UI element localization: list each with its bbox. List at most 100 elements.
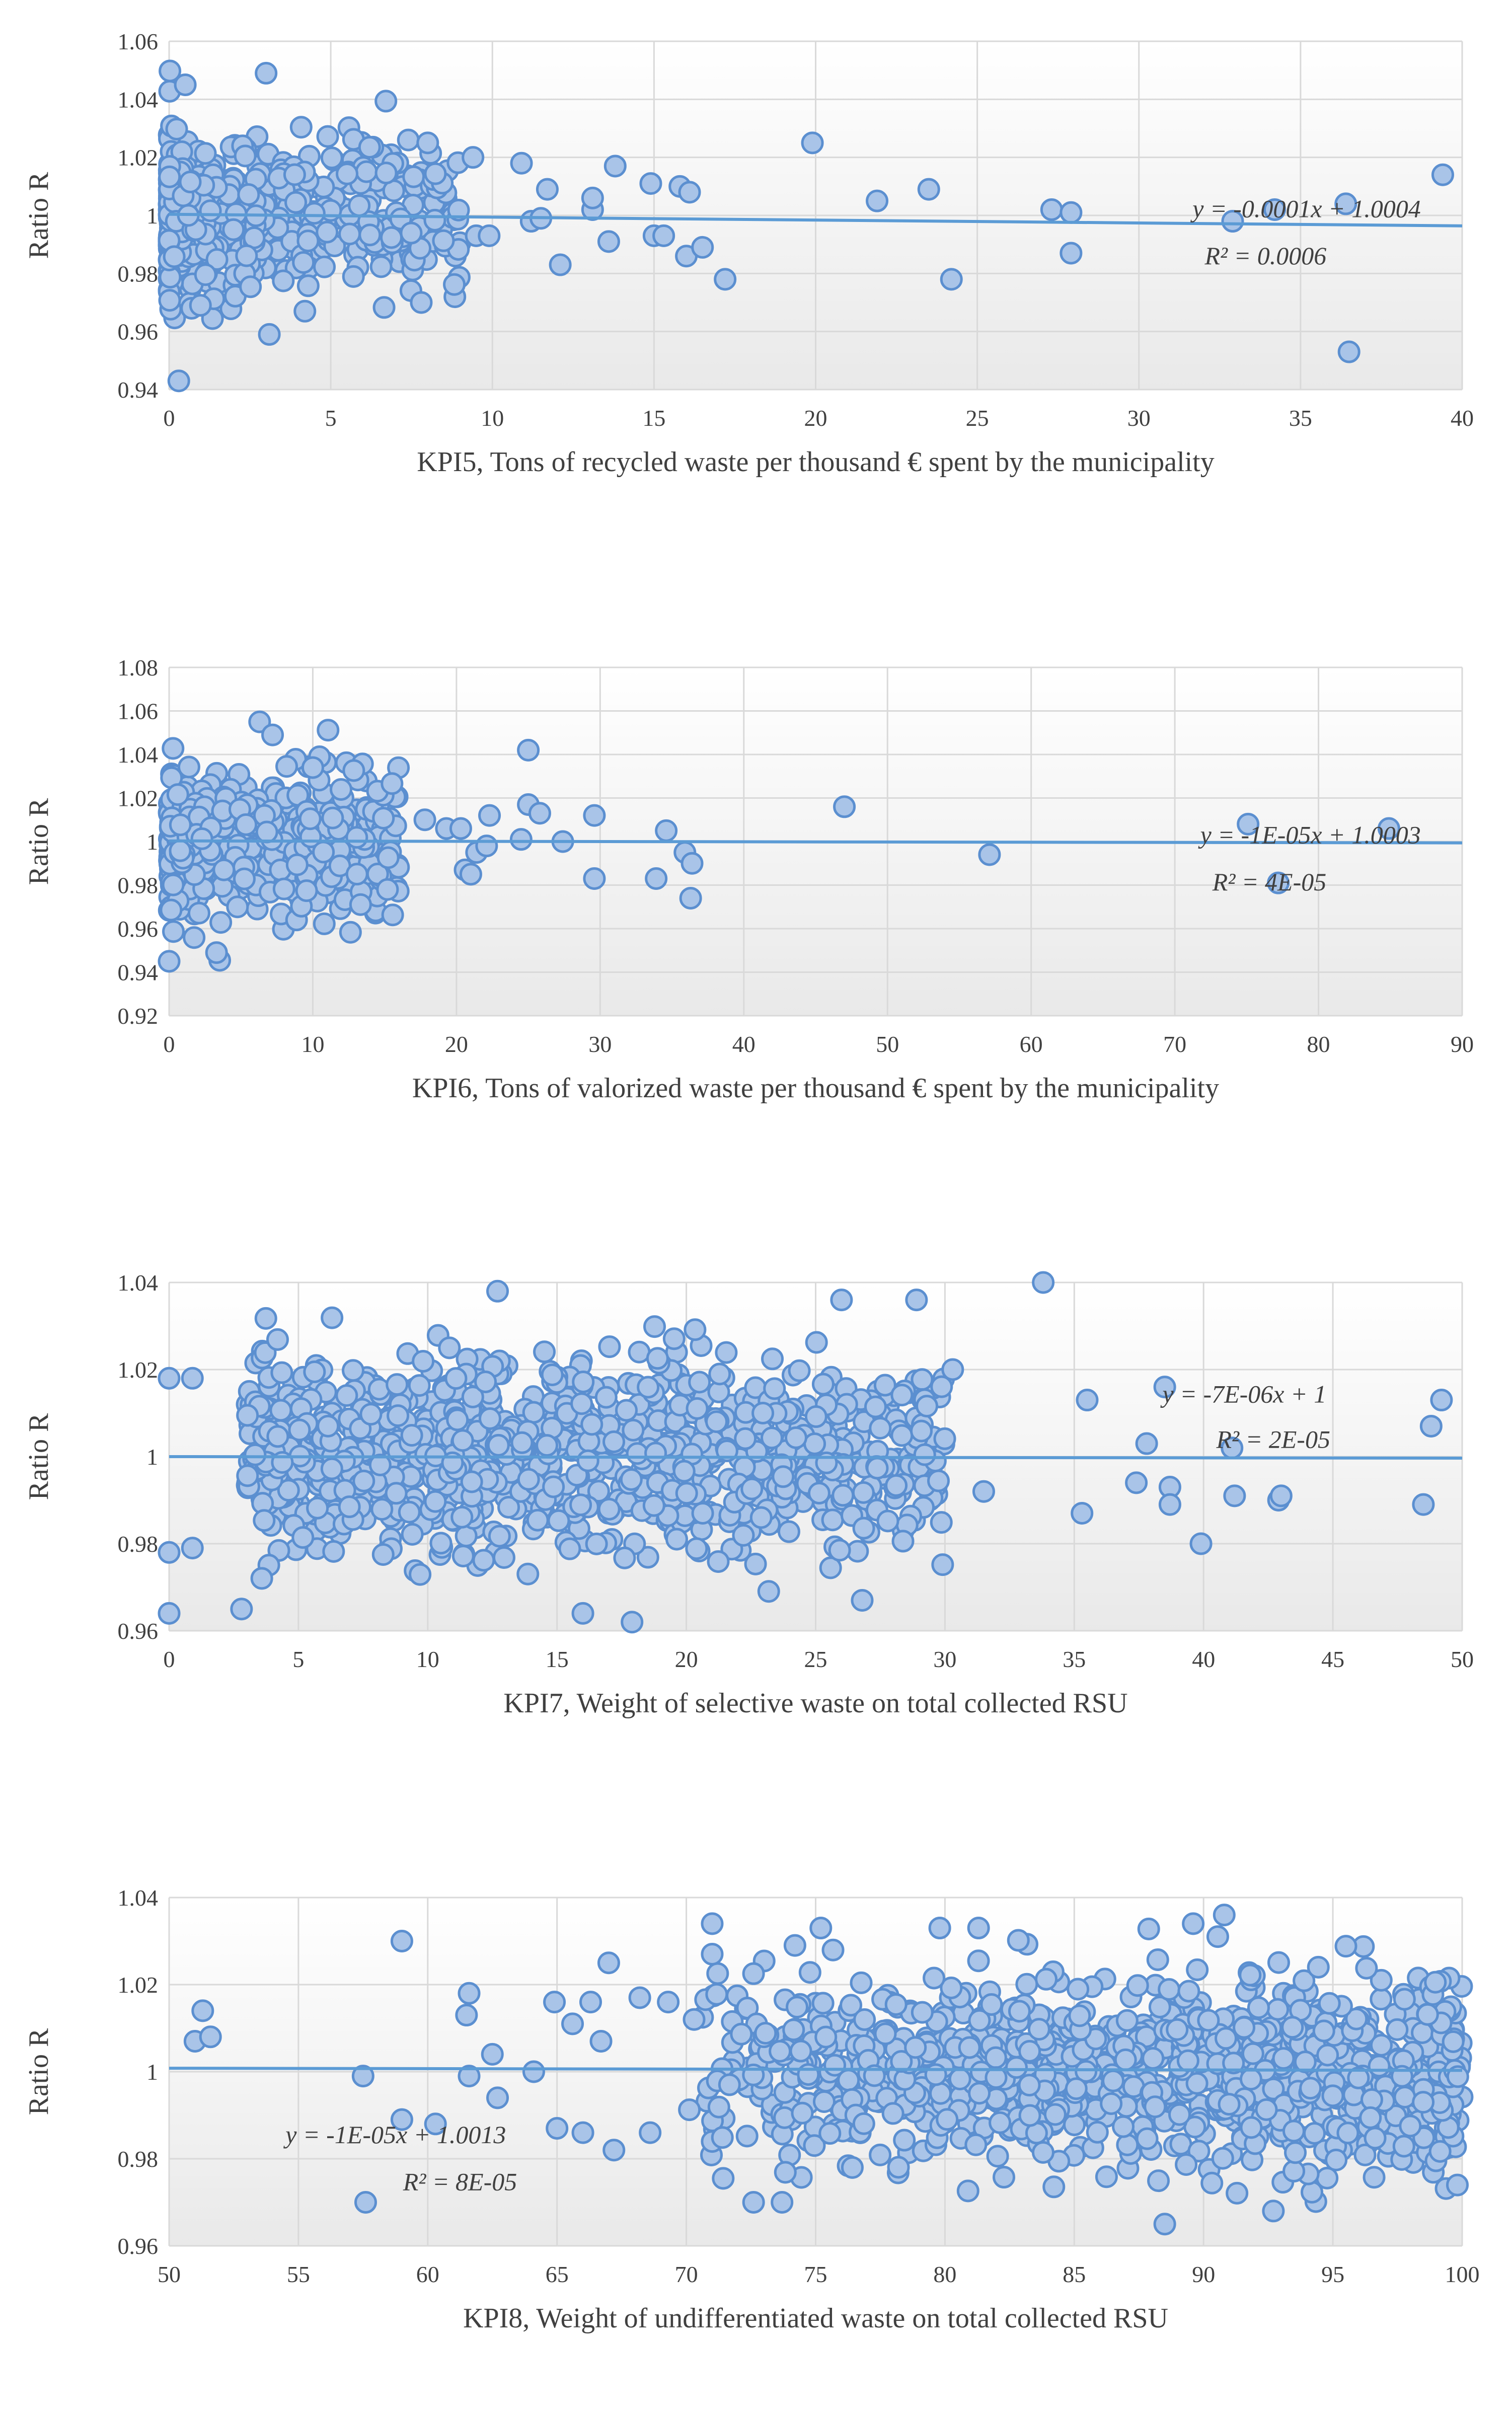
- trendline-equation: y = -1E-05x + 1.0013: [283, 2121, 506, 2149]
- data-point: [705, 1983, 728, 2006]
- data-point: [450, 1505, 474, 1529]
- y-tick-label: 1.02: [118, 1357, 159, 1383]
- x-tick-label: 65: [546, 2261, 569, 2287]
- data-point: [338, 222, 361, 246]
- data-point: [815, 1451, 838, 1474]
- data-point: [158, 289, 181, 312]
- data-point: [162, 737, 185, 760]
- data-point: [1067, 1978, 1090, 2001]
- x-axis-title: KPI6, Tons of valorized waste per thousa…: [412, 1073, 1219, 1104]
- x-tick-label: 5: [292, 1646, 304, 1672]
- data-point: [387, 1404, 410, 1427]
- data-point: [885, 1474, 908, 1497]
- data-point: [522, 2060, 545, 2083]
- x-tick-label: 10: [301, 1031, 324, 1057]
- chart-kpi5: 0 5 10 15 20 25 30 35 40 0.94 0.96 0.98 1 1.02 1.04 1.…: [23, 29, 1474, 478]
- data-point: [735, 2125, 759, 2148]
- data-point: [769, 2039, 792, 2063]
- x-tick-label: 10: [481, 405, 504, 431]
- data-point: [1316, 2044, 1339, 2067]
- data-point: [1166, 2018, 1189, 2041]
- data-point: [821, 1508, 844, 1532]
- data-point: [851, 1589, 874, 1612]
- data-point: [803, 1432, 826, 1456]
- data-point: [1200, 2171, 1224, 2195]
- data-point: [255, 820, 278, 844]
- data-point: [1015, 1973, 1038, 1996]
- y-tick-label: 0.94: [118, 960, 159, 986]
- data-point: [771, 2191, 794, 2214]
- y-tick-label: 1.08: [118, 655, 159, 680]
- x-tick-label: 25: [804, 1646, 827, 1672]
- data-point: [712, 2167, 735, 2190]
- data-point: [788, 1359, 811, 1382]
- data-point: [355, 160, 378, 183]
- data-point: [927, 1469, 950, 1492]
- data-point: [910, 1419, 933, 1443]
- data-point: [904, 2036, 927, 2059]
- trendline-equation: y = -0.0001x + 1.0004: [1190, 194, 1421, 222]
- data-point: [866, 189, 889, 212]
- data-point: [481, 2043, 504, 2066]
- data-point: [313, 912, 336, 935]
- data-point: [602, 2139, 626, 2162]
- data-point: [1177, 1980, 1200, 2003]
- data-point: [313, 255, 336, 278]
- data-point: [354, 2191, 377, 2214]
- data-point: [711, 2126, 734, 2149]
- data-point: [488, 1525, 511, 1548]
- x-tick-label: 40: [732, 1031, 755, 1057]
- x-tick-label: 0: [164, 405, 175, 431]
- data-point: [316, 220, 339, 244]
- y-tick-label: 0.92: [118, 1003, 159, 1029]
- data-point: [1211, 2147, 1234, 2170]
- y-tick-label: 1: [146, 203, 158, 229]
- data-point: [317, 719, 340, 742]
- x-tick-label: 55: [287, 2261, 310, 2287]
- data-point: [296, 274, 320, 297]
- data-point: [400, 1424, 423, 1447]
- data-point: [589, 2029, 613, 2053]
- data-point: [645, 867, 668, 890]
- x-tick-label: 15: [642, 405, 665, 431]
- data-point: [916, 1395, 939, 1418]
- data-point: [162, 873, 185, 896]
- y-tick-label: 0.96: [118, 319, 159, 345]
- data-point: [1226, 2181, 1249, 2205]
- data-point: [890, 1384, 914, 1407]
- data-point: [451, 1544, 475, 1567]
- x-tick-label: 20: [804, 405, 827, 431]
- data-point: [432, 229, 455, 252]
- y-tick-labels: 0.94 0.96 0.98 1 1.02 1.04 1.06: [118, 29, 159, 403]
- data-point: [400, 221, 423, 245]
- data-point: [339, 921, 362, 944]
- data-point: [708, 1363, 731, 1386]
- data-point: [576, 1449, 599, 1472]
- data-point: [801, 131, 824, 155]
- data-point: [510, 152, 533, 175]
- y-tick-label: 1.06: [118, 29, 159, 54]
- data-point: [740, 1477, 764, 1500]
- data-point: [1247, 1996, 1270, 2019]
- data-point: [288, 1418, 311, 1442]
- data-point: [1299, 2077, 1322, 2100]
- data-point: [1312, 2019, 1335, 2043]
- data-point: [936, 2108, 959, 2131]
- x-tick-labels: 50 55 60 65 70 75 80 85 90 95 100: [158, 2261, 1480, 2287]
- x-tick-label: 30: [588, 1031, 612, 1057]
- data-point: [679, 886, 702, 910]
- data-point: [487, 1433, 510, 1457]
- data-point: [1071, 1501, 1094, 1525]
- data-point: [330, 778, 353, 801]
- data-point: [675, 1482, 698, 1505]
- data-point: [928, 1917, 951, 1940]
- data-point: [626, 1442, 649, 1465]
- data-point: [980, 1993, 1003, 2016]
- data-point: [1076, 1389, 1099, 1412]
- data-point: [1239, 1963, 1262, 1987]
- data-point: [1263, 198, 1286, 221]
- data-point: [881, 2102, 904, 2125]
- y-tick-label: 0.94: [118, 377, 159, 403]
- data-point: [293, 299, 317, 323]
